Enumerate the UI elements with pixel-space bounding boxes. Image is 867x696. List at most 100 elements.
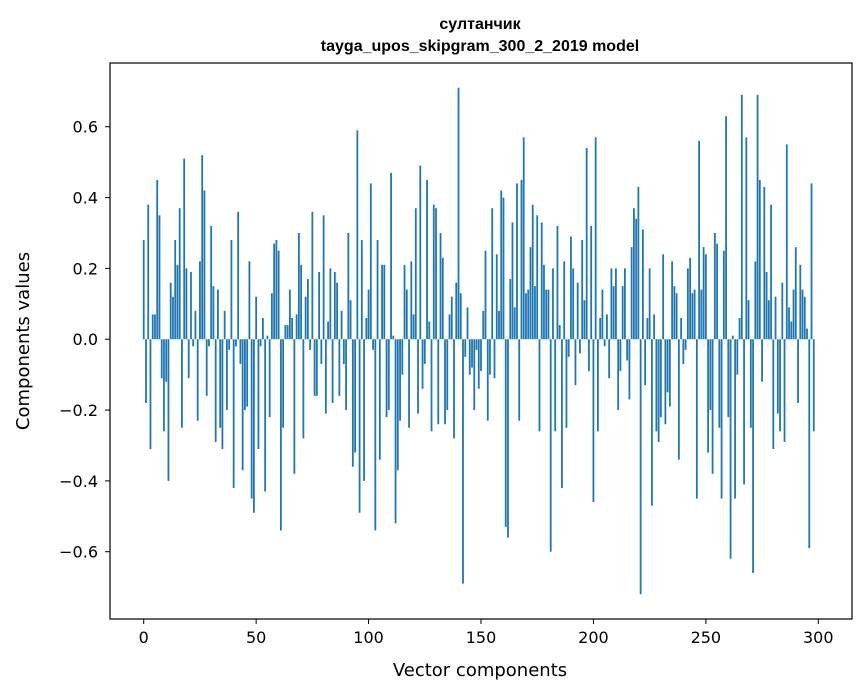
bar — [516, 183, 518, 340]
bar — [190, 271, 192, 340]
bar — [383, 264, 386, 340]
bar — [590, 225, 593, 340]
y-tick-label: 0.2 — [73, 259, 98, 278]
x-tick-label: 300 — [803, 628, 834, 647]
bar — [502, 197, 505, 340]
bar — [799, 264, 802, 340]
bar — [336, 282, 338, 340]
bar — [453, 339, 455, 439]
bar — [682, 339, 685, 365]
bar — [365, 317, 368, 340]
bar — [432, 204, 435, 340]
x-tick-label: 0 — [139, 628, 149, 647]
bar — [639, 339, 642, 595]
bar — [608, 339, 611, 379]
bar — [556, 225, 559, 340]
bar — [579, 339, 581, 354]
x-tick-label: 250 — [691, 628, 722, 647]
bar — [369, 183, 372, 340]
bar — [704, 254, 707, 340]
bar — [199, 261, 201, 340]
bar — [779, 339, 781, 432]
bar — [754, 261, 757, 340]
bar — [727, 339, 730, 418]
bar — [718, 339, 721, 428]
bar — [725, 116, 727, 340]
bar — [794, 247, 797, 340]
bar — [720, 339, 723, 499]
bar — [707, 339, 709, 453]
bar — [700, 289, 703, 340]
y-axis-label: Components values — [13, 252, 34, 430]
bar — [489, 339, 491, 375]
bar — [322, 215, 325, 340]
bar — [345, 339, 347, 411]
bar — [554, 339, 557, 432]
bar — [633, 208, 635, 340]
bar — [662, 254, 665, 340]
bar — [275, 240, 278, 340]
bar — [659, 339, 662, 418]
bar — [306, 279, 309, 340]
bar — [545, 289, 548, 340]
bar — [154, 314, 156, 340]
bar — [486, 339, 489, 421]
bar — [421, 339, 424, 389]
bar — [313, 339, 316, 396]
bar — [403, 264, 406, 340]
bar — [455, 282, 458, 340]
bar — [518, 339, 521, 421]
bar — [743, 339, 745, 485]
bar — [446, 339, 449, 411]
bar — [439, 232, 442, 340]
bar — [232, 339, 235, 488]
bar — [520, 179, 523, 340]
bar — [776, 339, 779, 414]
bar — [761, 339, 763, 382]
bar — [399, 339, 401, 421]
bar — [491, 208, 494, 340]
bar — [457, 87, 460, 340]
bar — [423, 339, 426, 365]
bar — [358, 339, 361, 513]
bar — [585, 147, 588, 340]
bar — [758, 179, 761, 340]
bar — [664, 339, 667, 425]
y-tick-label: 0.0 — [73, 330, 98, 349]
bar — [513, 307, 516, 340]
bar — [464, 339, 467, 357]
bar — [644, 339, 647, 386]
bar — [367, 289, 370, 340]
bar — [594, 137, 597, 340]
bar — [498, 310, 500, 340]
bar — [711, 339, 714, 474]
bar — [185, 268, 188, 340]
bar — [284, 325, 287, 340]
bar — [509, 279, 512, 340]
bar — [315, 339, 318, 396]
bar — [178, 208, 181, 340]
bar — [441, 257, 444, 340]
bar — [581, 240, 584, 340]
bar — [387, 339, 390, 411]
bar — [540, 222, 543, 340]
bar — [264, 339, 267, 492]
bar — [504, 339, 507, 527]
bar — [255, 296, 258, 340]
x-axis-label: Vector components — [393, 660, 567, 681]
bar — [765, 271, 768, 340]
bar — [565, 339, 568, 428]
bar — [192, 339, 195, 347]
bar — [731, 335, 734, 340]
bar — [534, 286, 536, 340]
bar — [430, 339, 433, 432]
bar — [360, 240, 363, 340]
bar — [448, 314, 451, 340]
bar — [151, 314, 154, 340]
bar — [221, 339, 224, 450]
bar — [810, 183, 813, 340]
bar — [304, 296, 307, 340]
bar — [219, 339, 222, 428]
bar — [525, 293, 527, 340]
bar — [783, 339, 786, 442]
